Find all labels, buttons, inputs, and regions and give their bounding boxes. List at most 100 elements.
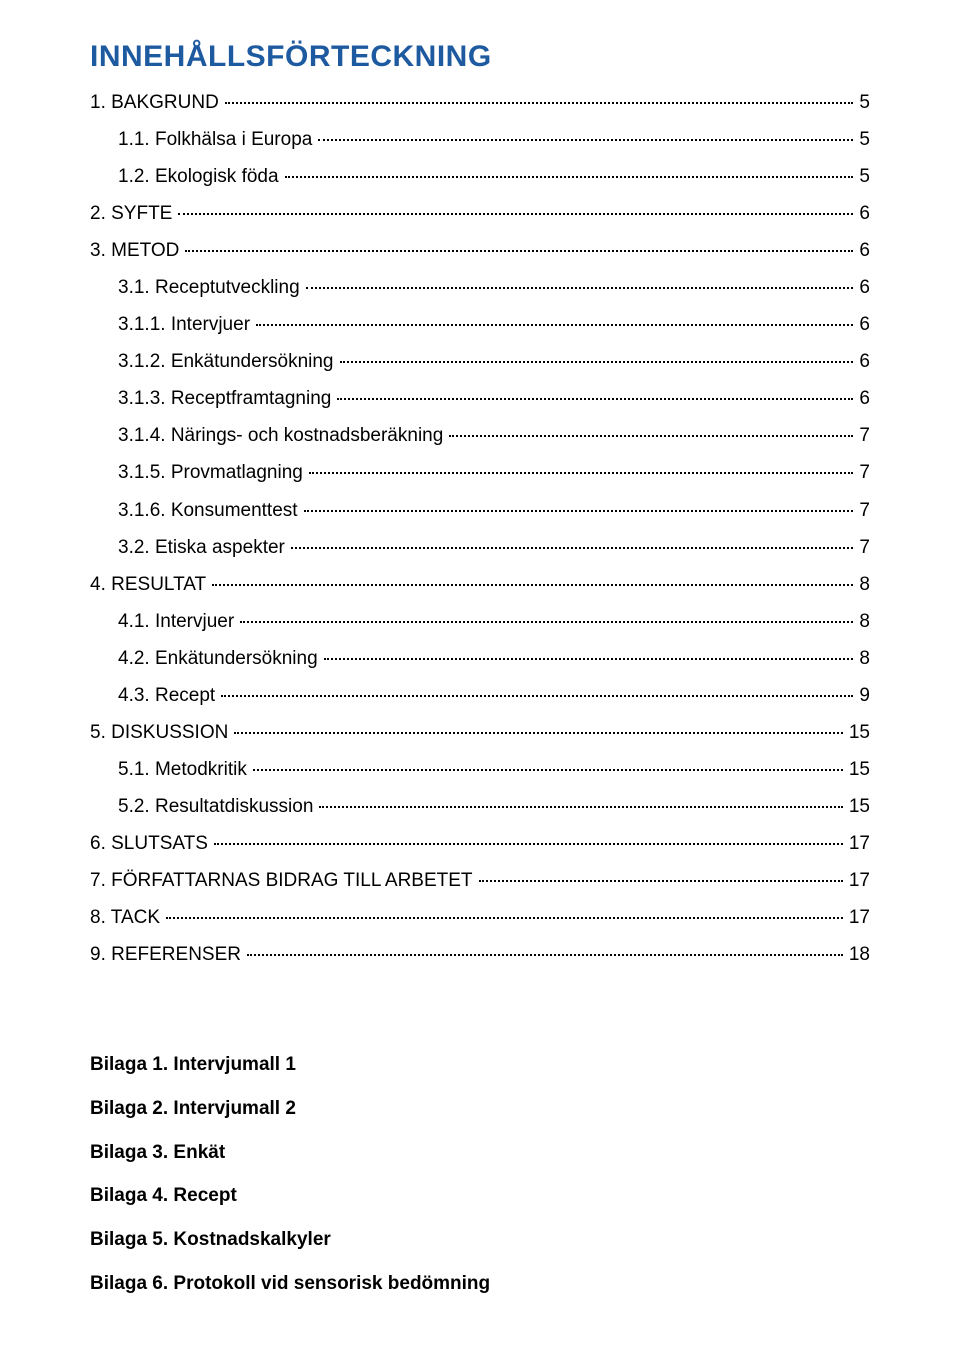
- toc-entry-label: 2. SYFTE: [90, 195, 172, 232]
- toc-leader-dots: [319, 806, 842, 808]
- toc-entry: 3.1.1. Intervjuer 6: [90, 306, 870, 343]
- toc-entry-page: 7: [859, 492, 870, 529]
- toc-leader-dots: [166, 917, 843, 919]
- appendix-entry: Bilaga 2. Intervjumall 2: [90, 1087, 870, 1131]
- toc-entry: 5.2. Resultatdiskussion 15: [90, 788, 870, 825]
- toc-entry-label: 5.2. Resultatdiskussion: [118, 788, 313, 825]
- toc-entry-label: 3.1.3. Receptframtagning: [118, 380, 331, 417]
- toc-entry-page: 6: [859, 269, 870, 306]
- toc-entry-page: 6: [859, 195, 870, 232]
- document-page: INNEHÅLLSFÖRTECKNING 1. BAKGRUND51.1. Fo…: [0, 0, 960, 1365]
- toc-entry-page: 6: [859, 380, 870, 417]
- toc-entry-label: 3.2. Etiska aspekter: [118, 529, 285, 566]
- toc-entry-label: 3.1.6. Konsumenttest: [118, 492, 298, 529]
- toc-entry: 3.1.5. Provmatlagning 7: [90, 454, 870, 491]
- toc-entry: 3.1.6. Konsumenttest 7: [90, 492, 870, 529]
- toc-entry-page: 8: [859, 640, 870, 677]
- toc-entry: 3. METOD 6: [90, 232, 870, 269]
- toc-entry-page: 6: [859, 343, 870, 380]
- toc-entry-page: 15: [849, 751, 870, 788]
- toc-entry-page: 7: [859, 454, 870, 491]
- toc-entry-page: 15: [849, 788, 870, 825]
- toc-entry: 3.1.2. Enkätundersökning 6: [90, 343, 870, 380]
- toc-entry-page: 5: [859, 121, 870, 158]
- toc-entry-page: 6: [859, 306, 870, 343]
- toc-entry-page: 5: [859, 84, 870, 121]
- toc-leader-dots: [309, 472, 854, 474]
- toc-leader-dots: [212, 584, 853, 586]
- toc-entry: 3.1.4. Närings- och kostnadsberäkning 7: [90, 417, 870, 454]
- toc-entry: 3.2. Etiska aspekter 7: [90, 529, 870, 566]
- toc-entry-label: 3. METOD: [90, 232, 179, 269]
- toc-leader-dots: [221, 695, 853, 697]
- toc-entry-page: 15: [849, 714, 870, 751]
- appendix-entry: Bilaga 6. Protokoll vid sensorisk bedömn…: [90, 1262, 870, 1306]
- toc-entry-label: 6. SLUTSATS: [90, 825, 208, 862]
- toc-leader-dots: [185, 250, 853, 252]
- page-title: INNEHÅLLSFÖRTECKNING: [90, 40, 870, 74]
- toc-entry-page: 17: [849, 862, 870, 899]
- toc-entry: 5.1. Metodkritik 15: [90, 751, 870, 788]
- appendix-list: Bilaga 1. Intervjumall 1Bilaga 2. Interv…: [90, 1043, 870, 1305]
- table-of-contents: 1. BAKGRUND 5 1.1. Folkhälsa i Europa 5 1.2.…: [90, 84, 870, 973]
- toc-entry-page: 9: [859, 677, 870, 714]
- appendix-entry: Bilaga 1. Intervjumall 1: [90, 1043, 870, 1087]
- toc-entry: 1.1. Folkhälsa i Europa 5: [90, 121, 870, 158]
- toc-entry: 4.3. Recept 9: [90, 677, 870, 714]
- toc-entry: 5. DISKUSSION15: [90, 714, 870, 751]
- toc-entry-label: 3.1.1. Intervjuer: [118, 306, 250, 343]
- toc-entry-label: 4.3. Recept: [118, 677, 215, 714]
- toc-entry-label: 9. REFERENSER: [90, 936, 241, 973]
- toc-entry-label: 3.1. Receptutveckling: [118, 269, 300, 306]
- toc-entry-page: 7: [859, 417, 870, 454]
- toc-entry: 9. REFERENSER 18: [90, 936, 870, 973]
- toc-leader-dots: [479, 880, 843, 882]
- toc-leader-dots: [240, 621, 853, 623]
- toc-entry-page: 6: [859, 232, 870, 269]
- toc-leader-dots: [291, 547, 854, 549]
- toc-entry-page: 17: [849, 899, 870, 936]
- toc-entry: 4. RESULTAT 8: [90, 566, 870, 603]
- toc-entry: 2. SYFTE 6: [90, 195, 870, 232]
- toc-entry-label: 3.1.5. Provmatlagning: [118, 454, 303, 491]
- toc-entry-label: 1.2. Ekologisk föda: [118, 158, 279, 195]
- toc-leader-dots: [337, 398, 853, 400]
- toc-entry-page: 17: [849, 825, 870, 862]
- toc-entry-label: 3.1.4. Närings- och kostnadsberäkning: [118, 417, 443, 454]
- toc-entry-label: 4.1. Intervjuer: [118, 603, 234, 640]
- toc-entry: 8. TACK 17: [90, 899, 870, 936]
- appendix-entry: Bilaga 3. Enkät: [90, 1131, 870, 1175]
- toc-entry-page: 18: [849, 936, 870, 973]
- toc-leader-dots: [449, 435, 853, 437]
- toc-entry-page: 8: [859, 566, 870, 603]
- toc-entry-label: 1.1. Folkhälsa i Europa: [118, 121, 312, 158]
- toc-leader-dots: [340, 361, 854, 363]
- toc-leader-dots: [318, 139, 853, 141]
- toc-entry: 1. BAKGRUND 5: [90, 84, 870, 121]
- toc-entry-label: 5.1. Metodkritik: [118, 751, 247, 788]
- toc-leader-dots: [253, 769, 843, 771]
- toc-entry-label: 4.2. Enkätundersökning: [118, 640, 318, 677]
- toc-entry: 4.1. Intervjuer 8: [90, 603, 870, 640]
- toc-leader-dots: [234, 732, 843, 734]
- toc-leader-dots: [306, 287, 854, 289]
- toc-leader-dots: [214, 843, 843, 845]
- toc-entry-label: 1. BAKGRUND: [90, 84, 219, 121]
- toc-entry-label: 3.1.2. Enkätundersökning: [118, 343, 334, 380]
- toc-leader-dots: [178, 213, 853, 215]
- appendix-entry: Bilaga 4. Recept: [90, 1174, 870, 1218]
- toc-leader-dots: [247, 954, 843, 956]
- toc-entry: 7. FÖRFATTARNAS BIDRAG TILL ARBETET 17: [90, 862, 870, 899]
- toc-leader-dots: [324, 658, 854, 660]
- toc-entry: 3.1. Receptutveckling 6: [90, 269, 870, 306]
- toc-entry-page: 8: [859, 603, 870, 640]
- toc-entry-label: 4. RESULTAT: [90, 566, 206, 603]
- toc-entry-page: 5: [859, 158, 870, 195]
- toc-entry-label: 8. TACK: [90, 899, 160, 936]
- toc-entry: 4.2. Enkätundersökning 8: [90, 640, 870, 677]
- toc-leader-dots: [304, 510, 854, 512]
- toc-leader-dots: [256, 324, 853, 326]
- toc-entry-page: 7: [859, 529, 870, 566]
- toc-leader-dots: [225, 102, 854, 104]
- toc-entry-label: 7. FÖRFATTARNAS BIDRAG TILL ARBETET: [90, 862, 473, 899]
